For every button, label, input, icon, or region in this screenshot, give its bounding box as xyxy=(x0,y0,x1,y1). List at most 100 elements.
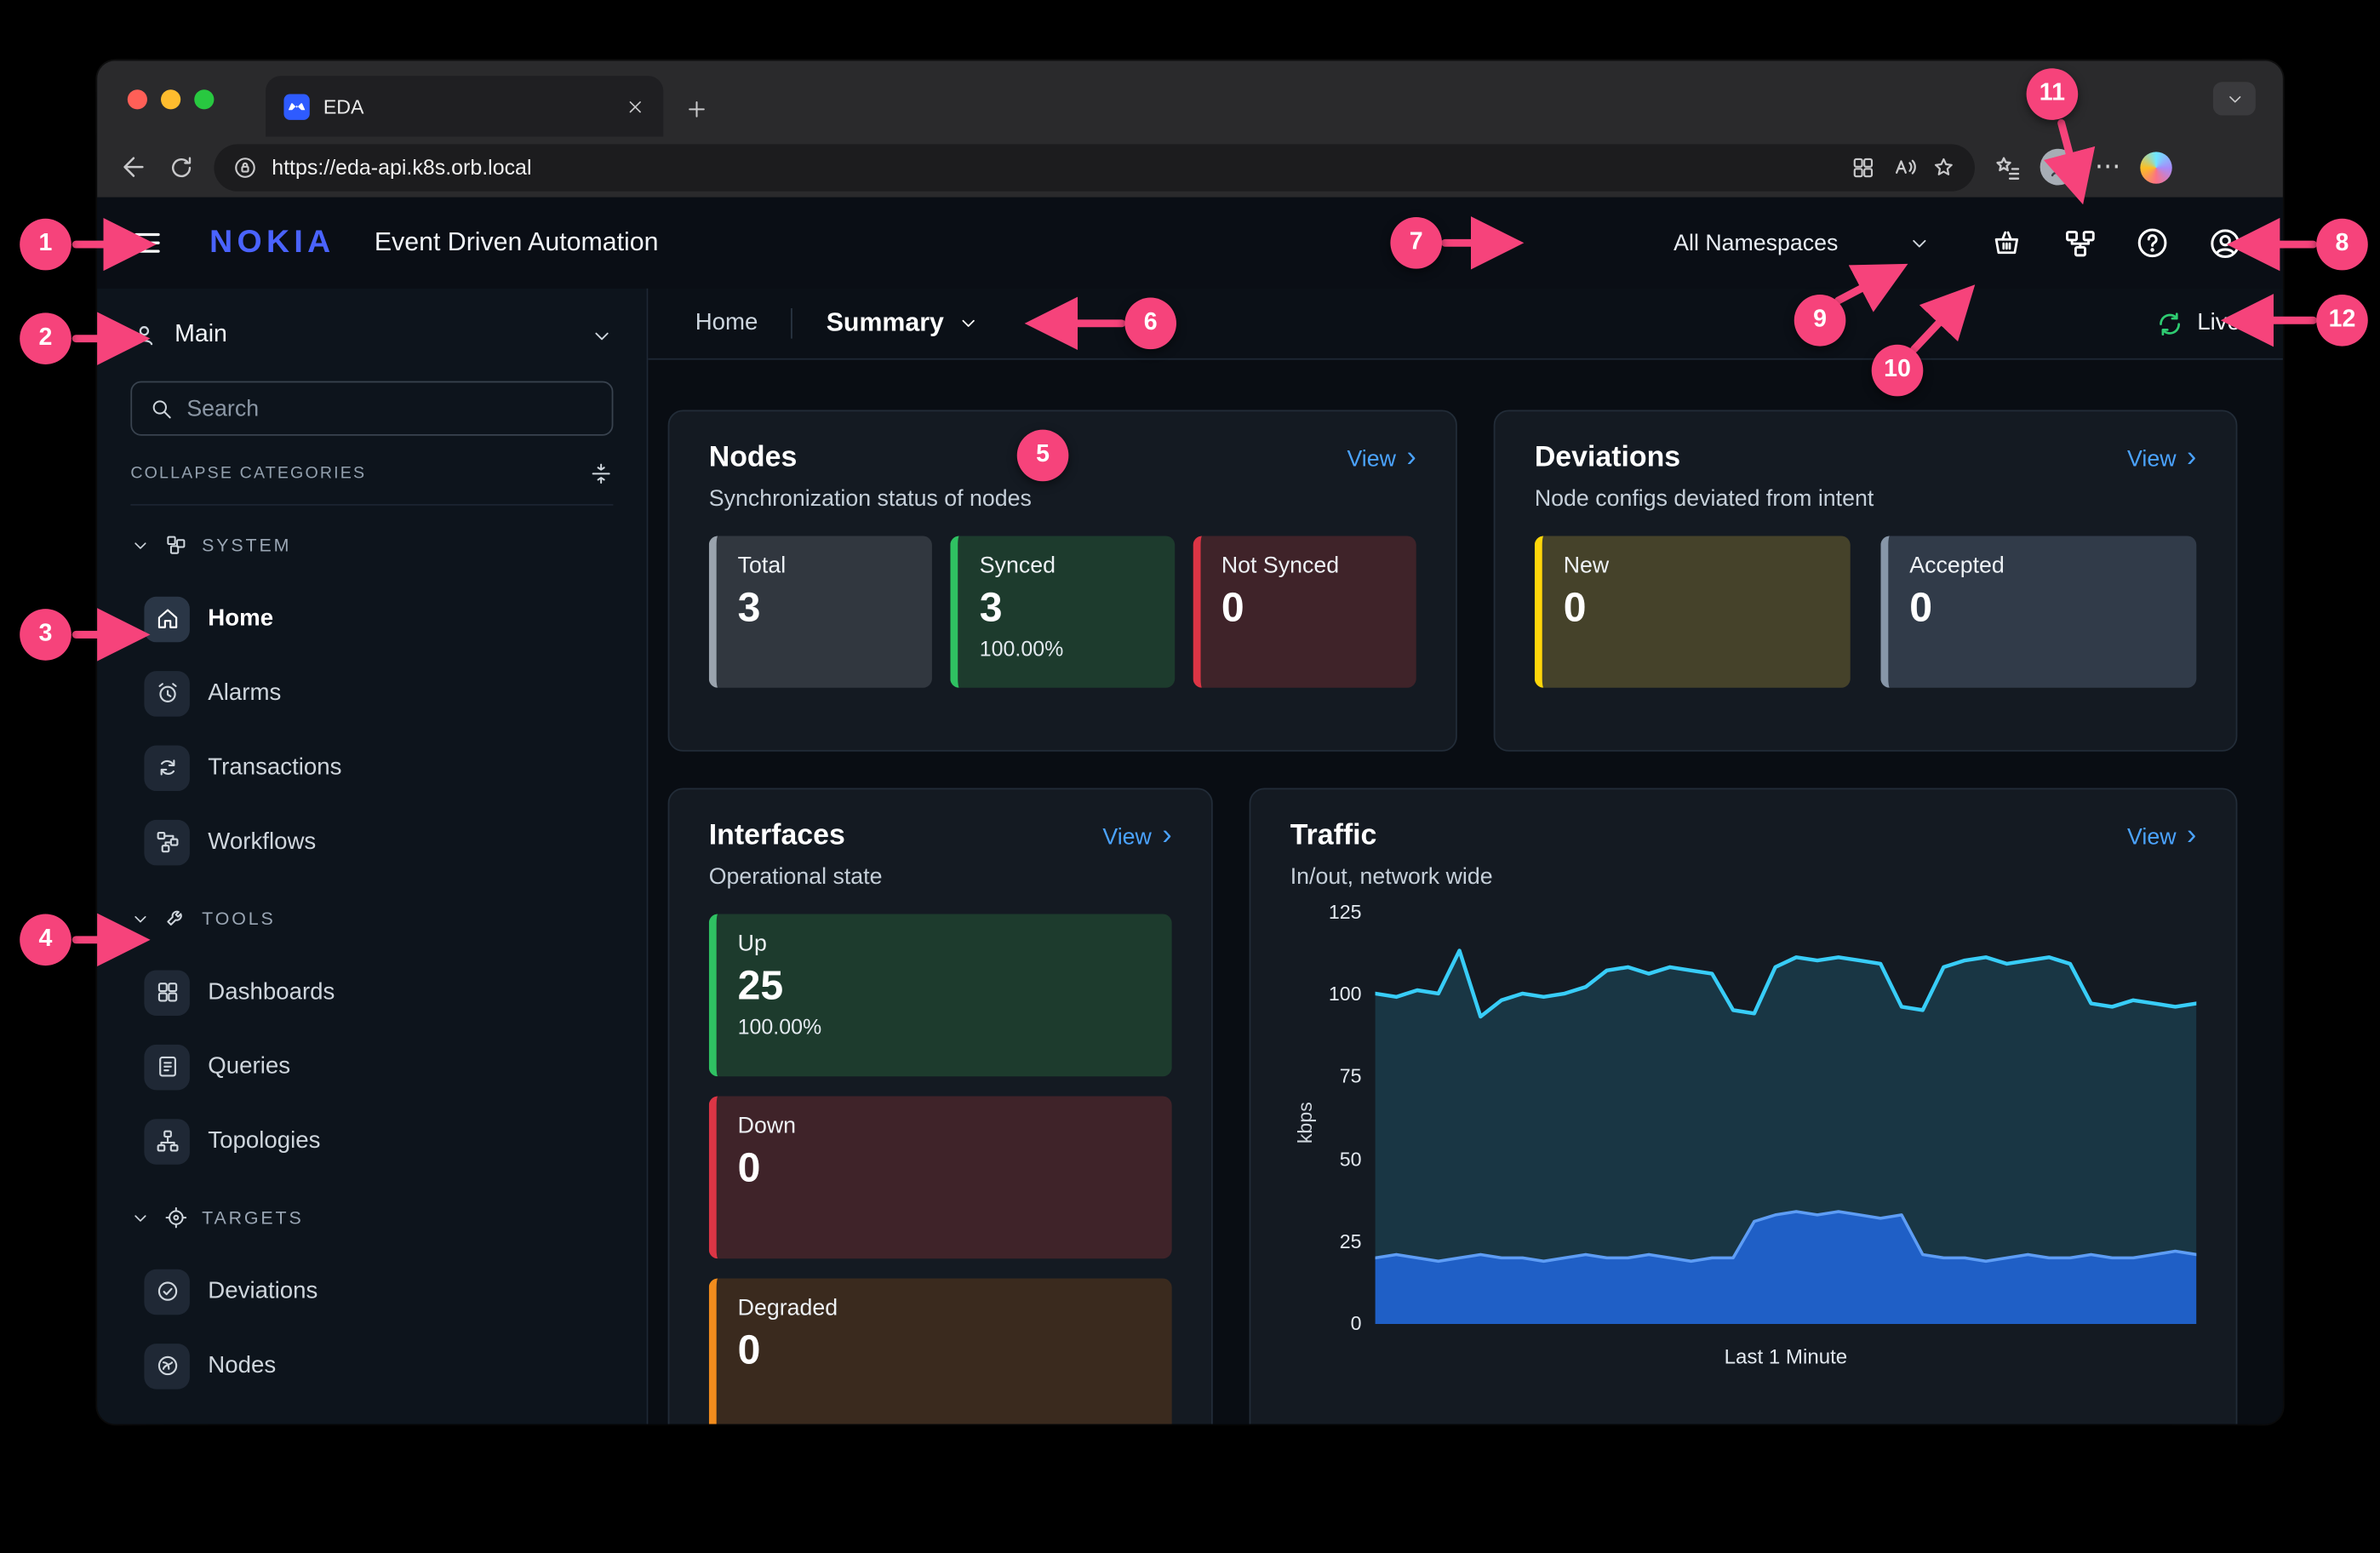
sidebar-item-label: Nodes xyxy=(208,1351,277,1378)
sidebar-item-queries[interactable]: Queries xyxy=(130,1029,613,1103)
traffic-view-link[interactable]: View › xyxy=(2127,822,2196,851)
traffic-card: Traffic View › In/out, network wide kbps xyxy=(1249,788,2238,1424)
card-title: Deviations xyxy=(1534,441,1681,474)
basket-button[interactable] xyxy=(1988,225,2025,261)
annotation-badge-3: 3 xyxy=(20,609,72,661)
system-icon xyxy=(167,536,186,554)
category-system[interactable]: SYSTEM xyxy=(130,508,613,582)
annotation-badge-4: 4 xyxy=(20,914,72,966)
sidebar-item-workflows[interactable]: Workflows xyxy=(130,805,613,879)
tab-close-button[interactable] xyxy=(626,96,645,116)
view-label: View xyxy=(1347,446,1396,473)
sidebar-item-dashboards[interactable]: Dashboards xyxy=(130,955,613,1029)
breadcrumb-home[interactable]: Home xyxy=(695,309,758,336)
browser-toolbar: https://eda-api.k8s.orb.local ⋯ xyxy=(97,136,2283,198)
view-selector-label: Summary xyxy=(826,307,944,337)
chevron-down-icon xyxy=(1913,239,1926,247)
sidebar-item-nodes[interactable]: Nodes xyxy=(130,1328,613,1402)
window-minimize-button[interactable] xyxy=(161,89,181,109)
stat-tile-synced: Synced 3 100.00% xyxy=(950,536,1175,688)
sidebar-item-alarms[interactable]: Alarms xyxy=(130,656,613,730)
stat-tile-degraded: Degraded 0 xyxy=(708,1278,1172,1424)
context-selector[interactable]: Main xyxy=(130,310,613,362)
tile-label: Down xyxy=(737,1113,797,1139)
deviations-card: Deviations View › Node configs deviated … xyxy=(1493,410,2238,752)
sidebar-item-label: Queries xyxy=(208,1052,291,1079)
tile-label: Not Synced xyxy=(1221,553,1340,579)
live-toggle[interactable]: Live xyxy=(2154,309,2240,338)
tab-actions-button[interactable] xyxy=(2212,82,2256,116)
tile-percent: 100.00% xyxy=(979,636,1064,661)
context-label: Main xyxy=(174,322,227,348)
help-button[interactable] xyxy=(2134,225,2171,261)
search-input[interactable] xyxy=(186,395,596,421)
chevron-down-icon xyxy=(134,1214,146,1221)
tile-value: 0 xyxy=(1221,584,1244,631)
annotation-badge-12: 12 xyxy=(2316,294,2368,347)
settings-more-button[interactable]: ⋯ xyxy=(2094,152,2122,181)
tile-value: 0 xyxy=(1909,584,1933,631)
window-close-button[interactable] xyxy=(127,89,147,109)
card-title: Traffic xyxy=(1290,819,1377,852)
deviations-view-link[interactable]: View › xyxy=(2127,444,2196,473)
back-button[interactable] xyxy=(118,152,149,182)
address-bar[interactable]: https://eda-api.k8s.orb.local xyxy=(214,143,1975,191)
sidebar-item-label: Home xyxy=(208,605,274,631)
tile-label: Synced xyxy=(979,553,1056,579)
live-sync-icon xyxy=(2159,312,2180,335)
sidebar-item-home[interactable]: Home xyxy=(130,582,613,656)
copilot-icon[interactable] xyxy=(2140,151,2172,183)
sidebar-item-topologies[interactable]: Topologies xyxy=(130,1103,613,1178)
annotation-badge-2: 2 xyxy=(20,312,72,364)
profile-avatar[interactable] xyxy=(2040,148,2077,186)
tile-label: New xyxy=(1563,553,1610,579)
interfaces-view-link[interactable]: View › xyxy=(1102,822,1171,851)
interfaces-card: Interfaces View › Operational state xyxy=(667,788,1213,1424)
view-label: View xyxy=(1102,824,1152,851)
tile-value: 0 xyxy=(737,1144,761,1191)
site-info-lock-icon[interactable] xyxy=(232,154,258,180)
category-label: SYSTEM xyxy=(202,534,292,556)
collapse-icon xyxy=(592,463,610,484)
new-tab-button[interactable] xyxy=(684,97,709,122)
collapse-categories[interactable]: COLLAPSE CATEGORIES xyxy=(130,461,614,506)
stat-tile-down: Down 0 xyxy=(708,1096,1172,1259)
add-favorite-star-icon[interactable] xyxy=(1931,154,1956,180)
split-screen-icon[interactable] xyxy=(1851,154,1876,180)
view-selector-summary[interactable]: Summary xyxy=(827,308,979,339)
chevron-right-icon: › xyxy=(2187,441,2197,474)
card-title: Nodes xyxy=(708,441,798,474)
hamburger-menu-button[interactable] xyxy=(130,226,163,260)
tile-value: 3 xyxy=(737,584,761,631)
transactions-icon xyxy=(144,744,190,791)
category-targets[interactable]: TARGETS xyxy=(130,1181,613,1254)
alarm-icon xyxy=(144,670,190,716)
nodes-view-link[interactable]: View › xyxy=(1347,444,1416,473)
refresh-button[interactable] xyxy=(167,152,196,181)
chevron-down-icon xyxy=(134,915,146,922)
user-account-button[interactable] xyxy=(2207,225,2244,261)
category-tools[interactable]: TOOLS xyxy=(130,882,613,955)
dashboard: Nodes View › Synchronization status of n… xyxy=(648,360,2283,1424)
traffic-chart: kbps 125 100 75 50 25 0 xyxy=(1290,900,2197,1335)
namespace-selector[interactable]: All Namespaces xyxy=(1673,230,1931,255)
divider xyxy=(791,307,793,339)
view-label: View xyxy=(2127,446,2177,473)
nodes-icon xyxy=(144,1343,190,1389)
browser-tab[interactable]: EDA xyxy=(266,76,664,137)
topologies-icon xyxy=(144,1118,190,1164)
traffic-chart-svg xyxy=(1375,948,2197,1324)
tile-label: Total xyxy=(737,553,787,579)
flows-button[interactable] xyxy=(2062,225,2098,261)
favorites-bar-icon[interactable] xyxy=(1993,152,2022,181)
sidebar-item-label: Topologies xyxy=(208,1127,321,1154)
sidebar-item-deviations[interactable]: Deviations xyxy=(130,1254,613,1328)
read-aloud-icon[interactable] xyxy=(1890,153,1917,181)
tile-value: 3 xyxy=(979,584,1003,631)
chevron-down-icon xyxy=(134,542,146,548)
card-subtitle: Operational state xyxy=(708,863,883,890)
nokia-logo: NOKIA xyxy=(209,224,335,260)
sidebar-item-transactions[interactable]: Transactions xyxy=(130,731,613,805)
chevron-down-icon xyxy=(595,331,609,340)
window-zoom-button[interactable] xyxy=(194,89,215,109)
